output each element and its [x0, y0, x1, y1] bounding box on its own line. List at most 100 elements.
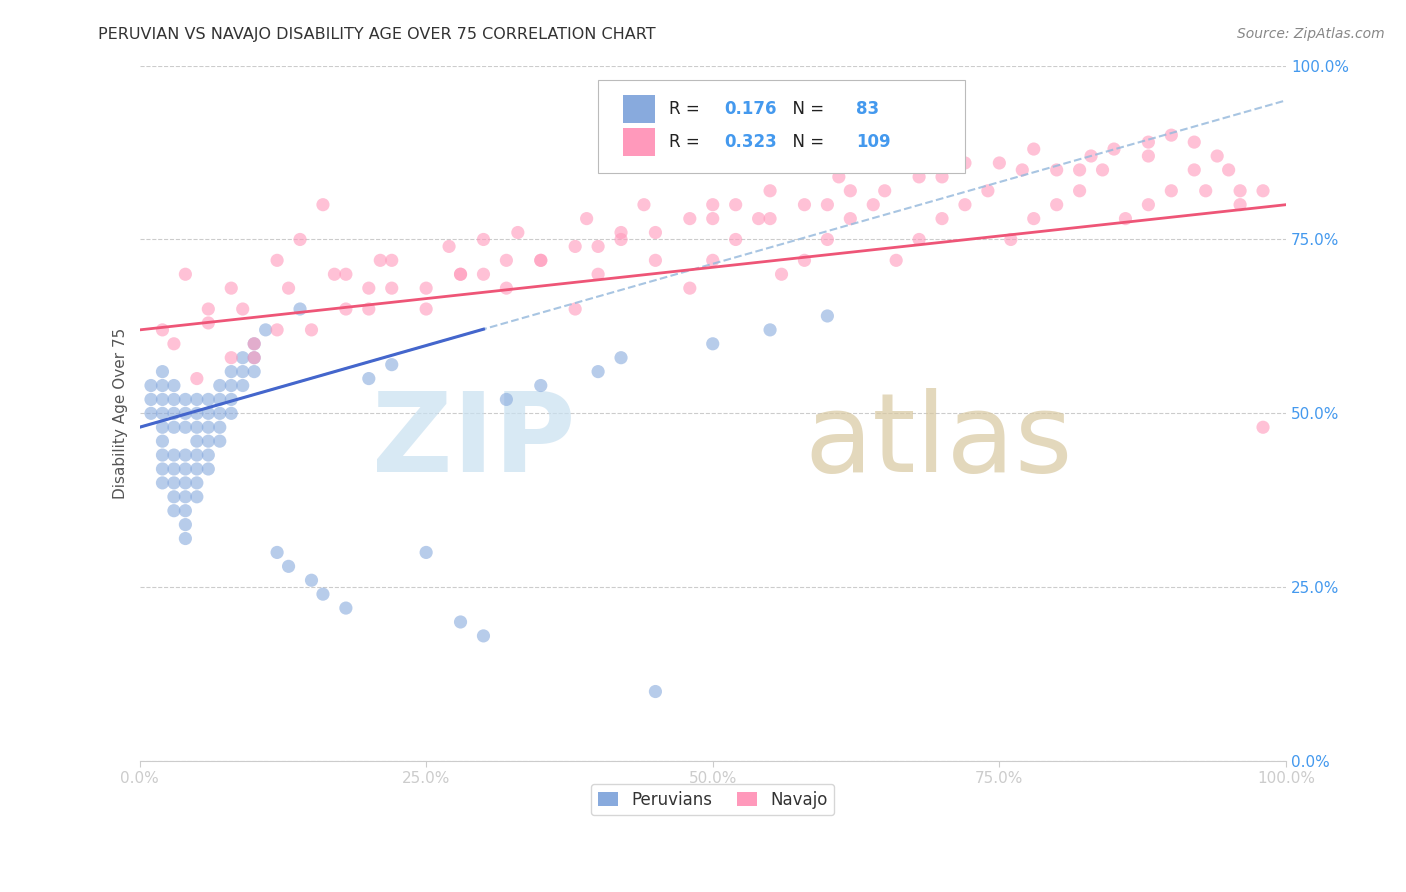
Point	[208, 392, 231, 407]
Point	[219, 281, 242, 295]
Point	[197, 316, 219, 330]
Point	[610, 226, 633, 240]
Point	[152, 365, 174, 379]
Point	[219, 351, 242, 365]
Text: 83: 83	[856, 100, 879, 118]
Point	[266, 323, 288, 337]
Point	[495, 392, 517, 407]
FancyBboxPatch shape	[623, 95, 655, 122]
Point	[357, 371, 380, 385]
Point	[152, 323, 174, 337]
Point	[208, 378, 231, 392]
Point	[702, 253, 724, 268]
Point	[1011, 162, 1033, 177]
Point	[254, 323, 277, 337]
Point	[450, 267, 472, 281]
Point	[873, 184, 896, 198]
Point	[163, 490, 186, 504]
Point	[277, 559, 299, 574]
Point	[174, 462, 197, 476]
Point	[243, 336, 266, 351]
FancyBboxPatch shape	[623, 128, 655, 156]
Point	[1114, 211, 1136, 226]
Point	[208, 406, 231, 420]
Point	[839, 211, 862, 226]
Point	[415, 301, 437, 316]
Point	[152, 378, 174, 392]
Point	[1206, 149, 1229, 163]
Text: 0.323: 0.323	[724, 133, 778, 151]
Point	[163, 336, 186, 351]
Point	[495, 281, 517, 295]
Point	[335, 267, 357, 281]
Point	[815, 197, 838, 211]
Point	[564, 301, 586, 316]
Point	[174, 420, 197, 434]
Point	[415, 281, 437, 295]
Point	[586, 239, 609, 253]
Point	[770, 267, 793, 281]
Point	[839, 184, 862, 198]
Text: N =: N =	[782, 133, 830, 151]
Point	[186, 448, 208, 462]
FancyBboxPatch shape	[598, 79, 965, 173]
Point	[644, 684, 666, 698]
Text: Source: ZipAtlas.com: Source: ZipAtlas.com	[1237, 27, 1385, 41]
Point	[163, 462, 186, 476]
Point	[323, 267, 346, 281]
Point	[415, 545, 437, 559]
Point	[197, 420, 219, 434]
Point	[908, 169, 931, 184]
Point	[152, 392, 174, 407]
Point	[1046, 197, 1069, 211]
Point	[472, 629, 495, 643]
Point	[139, 406, 162, 420]
Point	[1229, 197, 1251, 211]
Point	[163, 475, 186, 490]
Point	[381, 253, 404, 268]
Text: atlas: atlas	[804, 388, 1073, 495]
Point	[243, 351, 266, 365]
Point	[232, 301, 254, 316]
Point	[530, 253, 553, 268]
Text: PERUVIAN VS NAVAJO DISABILITY AGE OVER 75 CORRELATION CHART: PERUVIAN VS NAVAJO DISABILITY AGE OVER 7…	[98, 27, 657, 42]
Point	[1251, 420, 1274, 434]
Point	[152, 406, 174, 420]
Point	[1195, 184, 1218, 198]
Point	[197, 406, 219, 420]
Point	[815, 309, 838, 323]
Point	[163, 420, 186, 434]
Text: 109: 109	[856, 133, 890, 151]
Point	[977, 184, 1000, 198]
Point	[759, 211, 782, 226]
Point	[335, 601, 357, 615]
Point	[1137, 135, 1160, 149]
Point	[174, 532, 197, 546]
Point	[174, 475, 197, 490]
Point	[793, 197, 815, 211]
Point	[381, 281, 404, 295]
Point	[702, 197, 724, 211]
Point	[450, 615, 472, 629]
Point	[232, 365, 254, 379]
Point	[186, 490, 208, 504]
Point	[186, 371, 208, 385]
Point	[312, 587, 335, 601]
Text: N =: N =	[782, 100, 830, 118]
Point	[312, 197, 335, 211]
Point	[243, 365, 266, 379]
Point	[724, 232, 747, 246]
Point	[163, 406, 186, 420]
Point	[368, 253, 391, 268]
Point	[208, 420, 231, 434]
Point	[610, 351, 633, 365]
Point	[495, 253, 517, 268]
Point	[1069, 162, 1091, 177]
Point	[472, 232, 495, 246]
Point	[1182, 162, 1205, 177]
Point	[139, 392, 162, 407]
Point	[243, 351, 266, 365]
Point	[953, 156, 976, 170]
Point	[174, 406, 197, 420]
Point	[575, 211, 598, 226]
